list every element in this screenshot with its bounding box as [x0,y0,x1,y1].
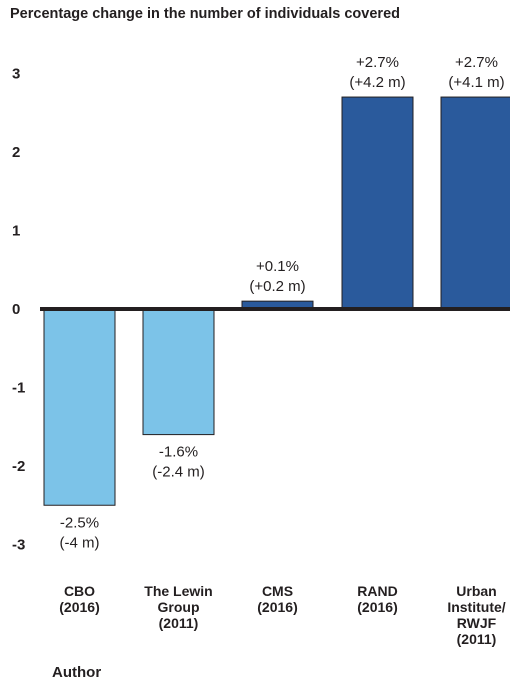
data-label: -2.5% [60,514,99,531]
data-label: (-2.4 m) [152,464,205,481]
data-labels: -2.5% (-4 m) -1.6% (-2.4 m) +0.1% (+0.2 m) +2.… [60,54,505,551]
y-tick-label: 3 [12,66,20,83]
data-label: (+4.1 m) [448,74,504,91]
bar [142,308,215,436]
chart-title: Percentage change in the number of indiv… [10,6,400,22]
y-tick-label: -2 [12,458,25,475]
y-tick-label: -1 [12,380,25,397]
bar [341,96,414,310]
data-label: +0.1% [256,258,299,275]
x-category-label: CBO (2016) [59,583,100,615]
x-category-label: CMS (2016) [257,583,298,615]
y-axis-ticks: 3 2 1 0 -1 -2 -3 [12,66,25,554]
x-axis-title: Author [52,664,102,681]
y-tick-label: 2 [12,144,20,161]
y-tick-label: 0 [12,301,20,318]
data-label: -1.6% [159,444,198,461]
x-category-label: RAND (2016) [357,583,398,615]
x-category-label: The Lewin Group (2011) [144,583,213,631]
data-label: (+0.2 m) [249,278,305,295]
y-tick-label: 1 [12,223,20,240]
data-label: +2.7% [356,54,399,71]
y-tick-label: -3 [12,537,25,554]
data-label: (+4.2 m) [349,74,405,91]
bar [43,308,116,506]
bar [440,96,510,310]
bars [43,96,510,506]
data-label: (-4 m) [60,534,100,551]
x-category-label: Urban Institute/ RWJF (2011) [447,583,506,647]
data-label: +2.7% [455,54,498,71]
